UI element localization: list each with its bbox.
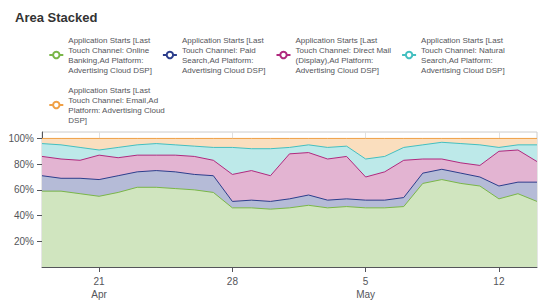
svg-text:100%: 100%	[8, 133, 34, 144]
svg-text:Touch Channel: Online: Touch Channel: Online	[68, 46, 149, 55]
svg-text:5: 5	[363, 276, 369, 287]
svg-text:DSP]: DSP]	[68, 116, 87, 125]
svg-text:Search,Ad Platform:: Search,Ad Platform:	[421, 56, 493, 65]
svg-text:21: 21	[94, 276, 106, 287]
svg-text:Touch Channel: Direct Mail: Touch Channel: Direct Mail	[295, 46, 391, 55]
svg-text:28: 28	[227, 276, 239, 287]
svg-text:Area Stacked: Area Stacked	[15, 10, 97, 25]
svg-text:Advertising Cloud DSP]: Advertising Cloud DSP]	[68, 66, 152, 75]
svg-text:Advertising Cloud DSP]: Advertising Cloud DSP]	[182, 66, 266, 75]
svg-text:12: 12	[493, 276, 505, 287]
svg-text:60%: 60%	[14, 184, 34, 195]
svg-text:Application Starts [Last: Application Starts [Last	[68, 36, 151, 45]
svg-text:Touch Channel: Email,Ad: Touch Channel: Email,Ad	[68, 96, 158, 105]
svg-text:Touch Channel: Paid: Touch Channel: Paid	[182, 46, 256, 55]
svg-text:Application Starts [Last: Application Starts [Last	[182, 36, 265, 45]
svg-text:Advertising Cloud DSP]: Advertising Cloud DSP]	[421, 66, 505, 75]
svg-text:(Display),Ad Platform:: (Display),Ad Platform:	[295, 56, 373, 65]
svg-text:Touch Channel: Natural: Touch Channel: Natural	[421, 46, 505, 55]
svg-text:Application Starts [Last: Application Starts [Last	[421, 36, 504, 45]
svg-text:Application Starts [Last: Application Starts [Last	[68, 86, 151, 95]
svg-text:Platform: Advertising Cloud: Platform: Advertising Cloud	[68, 106, 165, 115]
svg-text:80%: 80%	[14, 159, 34, 170]
svg-text:Application Starts [Last: Application Starts [Last	[295, 36, 378, 45]
svg-text:Search,Ad Platform:: Search,Ad Platform:	[182, 56, 254, 65]
svg-text:40%: 40%	[14, 210, 34, 221]
svg-text:Apr: Apr	[91, 289, 107, 300]
svg-text:Banking,Ad Platform:: Banking,Ad Platform:	[68, 56, 143, 65]
svg-text:May: May	[356, 289, 375, 300]
svg-text:Advertising Cloud DSP]: Advertising Cloud DSP]	[295, 66, 379, 75]
svg-text:20%: 20%	[14, 236, 34, 247]
